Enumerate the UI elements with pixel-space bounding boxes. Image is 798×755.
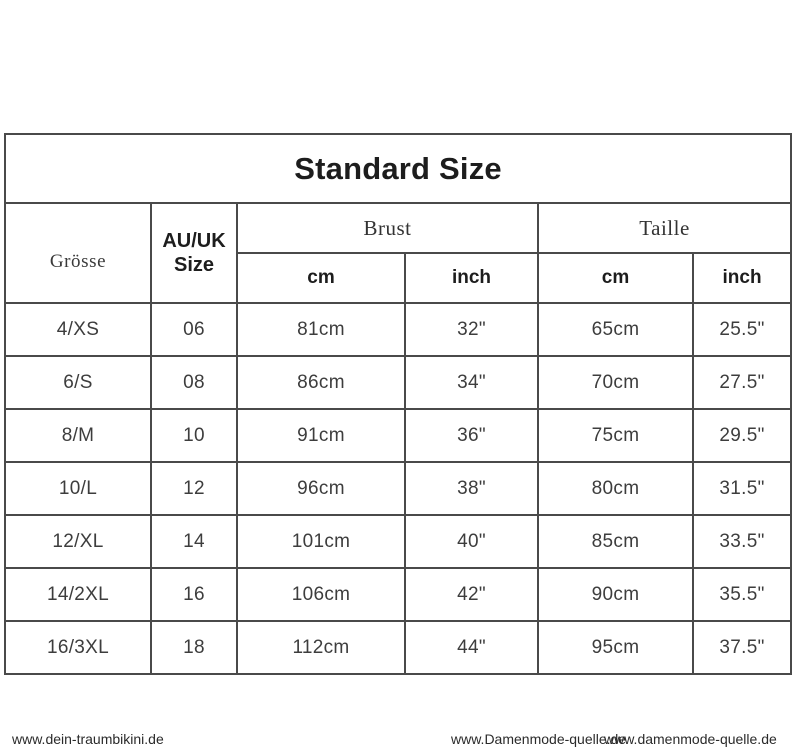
cell-brust-inch: 34" [404,355,539,410]
table-row: 8/M 10 91cm 36" 75cm 29.5" [4,408,793,463]
cell-taille-inch: 31.5" [691,461,793,516]
cell-brust-cm: 81cm [236,302,406,357]
cell-taille-inch: 35.5" [691,567,793,622]
header-au-uk-size: AU/UK Size [150,202,238,304]
table-row: 6/S 08 86cm 34" 70cm 27.5" [4,355,793,410]
header-unit-row: cm inch cm inch [5,252,793,304]
cell-taille-inch: 37.5" [691,620,793,675]
cell-groesse: 12/XL [4,514,152,569]
cell-brust-cm: 91cm [236,408,406,463]
cell-groesse: 4/XS [4,302,152,357]
cell-auuk: 06 [150,302,238,357]
cell-groesse: 14/2XL [4,567,152,622]
cell-auuk: 16 [150,567,238,622]
watermark-damenmode-quelle-lower: www.damenmode-quelle.de [604,731,777,747]
cell-auuk: 14 [150,514,238,569]
cell-taille-cm: 70cm [537,355,694,410]
cell-auuk: 10 [150,408,238,463]
page-title: Standard Size [3,133,793,204]
cell-brust-cm: 112cm [236,620,406,675]
header-au-uk-line2: Size [173,254,215,276]
watermark-damenmode-quelle-upper: www.Damenmode-quelle.de [451,731,627,747]
header-brust: Brust [236,202,539,254]
cell-taille-inch: 25.5" [691,302,793,357]
header-groesse: Grösse [4,202,152,304]
cell-taille-cm: 80cm [537,461,694,516]
cell-brust-inch: 36" [404,408,539,463]
cell-taille-inch: 33.5" [691,514,793,569]
table-row: 12/XL 14 101cm 40" 85cm 33.5" [4,514,793,569]
cell-brust-inch: 32" [404,302,539,357]
cell-taille-cm: 85cm [537,514,694,569]
cell-taille-cm: 65cm [537,302,694,357]
table-row: 14/2XL 16 106cm 42" 90cm 35.5" [4,567,793,622]
header-taille-inch: inch [691,252,793,304]
header-brust-inch: inch [404,252,539,304]
cell-brust-inch: 44" [404,620,539,675]
watermark-dein-traumbikini: www.dein-traumbikini.de [12,731,164,747]
cell-groesse: 8/M [4,408,152,463]
cell-taille-cm: 75cm [537,408,694,463]
cell-brust-cm: 106cm [236,567,406,622]
cell-taille-cm: 95cm [537,620,694,675]
cell-groesse: 6/S [4,355,152,410]
cell-brust-cm: 101cm [236,514,406,569]
cell-brust-cm: 86cm [236,355,406,410]
cell-taille-inch: 27.5" [691,355,793,410]
cell-groesse: 10/L [4,461,152,516]
cell-auuk: 08 [150,355,238,410]
header-group-row: Grösse AU/UK Size Brust Taille [4,202,793,304]
cell-auuk: 12 [150,461,238,516]
table-row: 16/3XL 18 112cm 44" 95cm 37.5" [4,620,793,675]
cell-brust-inch: 38" [404,461,539,516]
cell-brust-inch: 42" [404,567,539,622]
header-taille-cm: cm [537,252,694,304]
table-row: 10/L 12 96cm 38" 80cm 31.5" [4,461,793,516]
cell-taille-cm: 90cm [537,567,694,622]
header-au-uk-line1: AU/UK [162,229,226,252]
size-chart-table: Standard Size Grösse AU/UK Size Brust Ta… [3,133,793,675]
cell-brust-inch: 40" [404,514,539,569]
chart-title-row: Standard Size [3,133,793,204]
header-brust-cm: cm [236,252,406,304]
cell-taille-inch: 29.5" [691,408,793,463]
header-taille: Taille [536,202,793,254]
cell-groesse: 16/3XL [4,620,152,675]
cell-auuk: 18 [150,620,238,675]
table-row: 4/XS 06 81cm 32" 65cm 25.5" [4,302,793,357]
cell-brust-cm: 96cm [236,461,406,516]
